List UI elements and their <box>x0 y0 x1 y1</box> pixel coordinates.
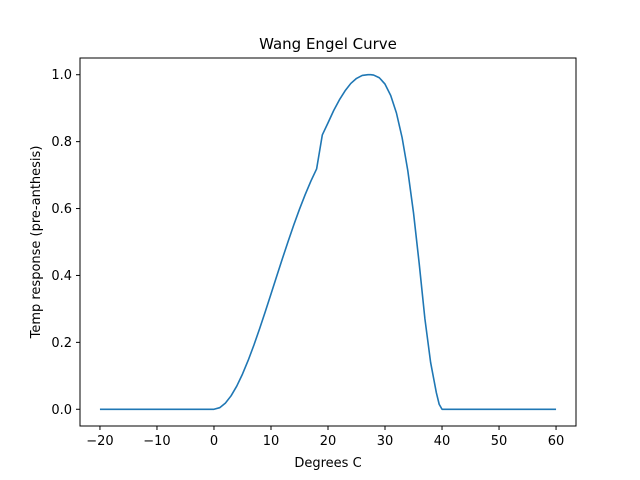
plot-frame <box>79 57 577 427</box>
x-tick-label: 60 <box>548 434 565 449</box>
y-tick-label: 0.6 <box>51 202 72 217</box>
x-tick-label: −10 <box>143 434 170 449</box>
chart-title: Wang Engel Curve <box>259 35 397 53</box>
y-tick-label: 0.2 <box>51 336 72 351</box>
y-tick-label: 0.4 <box>51 269 72 284</box>
x-tick-label: 0 <box>210 434 218 449</box>
y-tick-label: 0.8 <box>51 135 72 150</box>
y-tick-label: 1.0 <box>51 68 72 83</box>
x-tick-label: 10 <box>263 434 280 449</box>
y-axis-label: Temp response (pre-anthesis) <box>29 146 44 340</box>
x-tick-label: 50 <box>491 434 508 449</box>
plot-area <box>80 58 576 426</box>
x-tick-label: 20 <box>320 434 337 449</box>
series-line <box>99 73 557 411</box>
x-tick-label: 30 <box>377 434 394 449</box>
x-tick-label: 40 <box>434 434 451 449</box>
x-tick-label: −20 <box>86 434 113 449</box>
y-tick-label: 0.0 <box>51 403 72 418</box>
x-axis-label: Degrees C <box>294 456 361 471</box>
axis-ticks: −20 −10 0 10 20 30 40 50 60 0.0 0.2 0.4 0.6 0.8 1.0 <box>51 68 564 449</box>
